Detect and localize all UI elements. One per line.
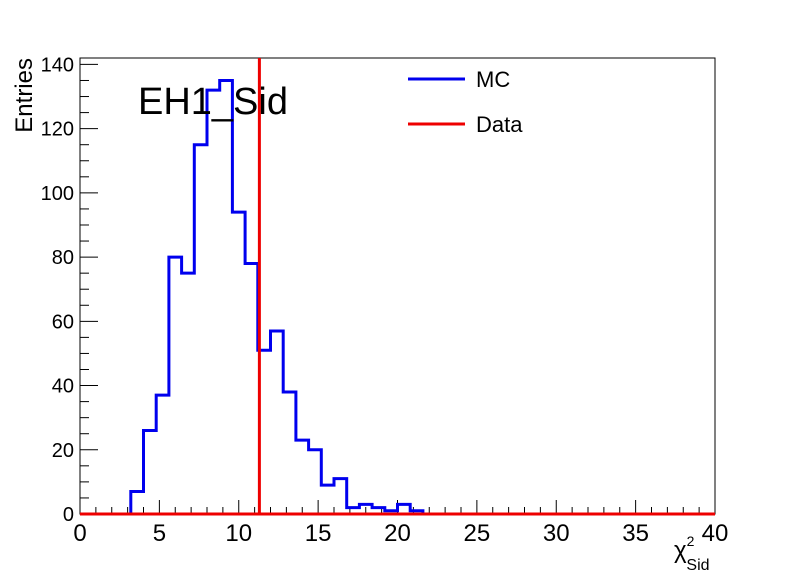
- series-layer: [80, 58, 715, 516]
- x-tick-label: 5: [153, 520, 166, 547]
- y-tick-label: 140: [41, 54, 74, 76]
- mc-histogram-bin: [283, 392, 296, 514]
- mc-histogram-bin: [131, 492, 144, 514]
- mc-histogram-bin: [271, 331, 284, 514]
- x-tick-label: 35: [622, 520, 649, 547]
- y-tick-label: 0: [63, 504, 74, 526]
- mc-histogram-bin: [220, 80, 233, 514]
- y-tick-label: 80: [52, 247, 74, 269]
- tick-labels: 0 5 10 15 20 25 30 35 40 0 20 40 60 80 100 120 140: [41, 54, 729, 547]
- x-tick-label: 10: [225, 520, 252, 547]
- mc-histogram-bin: [182, 273, 195, 514]
- mc-histogram-bin: [144, 431, 157, 514]
- plot-label: EH1_Sid: [138, 81, 288, 123]
- y-tick-label: 40: [52, 376, 74, 398]
- mc-histogram-bin: [194, 145, 207, 514]
- y-tick-label: 100: [41, 183, 74, 205]
- legend: MC Data: [408, 67, 523, 137]
- mc-histogram-bin: [334, 479, 347, 514]
- x-axis-title: χ2 Sid: [674, 533, 710, 572]
- y-tick-label: 120: [41, 119, 74, 141]
- x-tick-label: 15: [305, 520, 332, 547]
- x-tick-label: 20: [384, 520, 411, 547]
- y-tick-label: 20: [52, 440, 74, 462]
- legend-data-label: Data: [476, 112, 523, 137]
- mc-histogram-bin: [169, 257, 182, 514]
- mc-histogram-bin: [156, 395, 169, 514]
- mc-histogram-line: [80, 78, 715, 516]
- legend-mc-label: MC: [476, 67, 510, 92]
- x-axis-title-subscript: Sid: [686, 557, 709, 572]
- x-axis-title-symbol: χ: [674, 537, 687, 564]
- mc-histogram-bin: [232, 212, 245, 514]
- mc-histogram-bin: [296, 440, 309, 514]
- x-tick-label: 0: [73, 520, 86, 547]
- x-tick-label: 25: [464, 520, 491, 547]
- y-tick-label: 60: [52, 311, 74, 333]
- x-tick-label: 40: [702, 520, 729, 547]
- mc-histogram-bin: [245, 264, 258, 514]
- mc-histogram-bin: [207, 90, 220, 514]
- y-axis-title: Entries: [11, 58, 38, 133]
- mc-histogram-bin: [309, 450, 322, 514]
- x-axis-title-superscript: 2: [687, 533, 695, 549]
- mc-histogram-bin: [321, 485, 334, 514]
- x-tick-label: 30: [543, 520, 570, 547]
